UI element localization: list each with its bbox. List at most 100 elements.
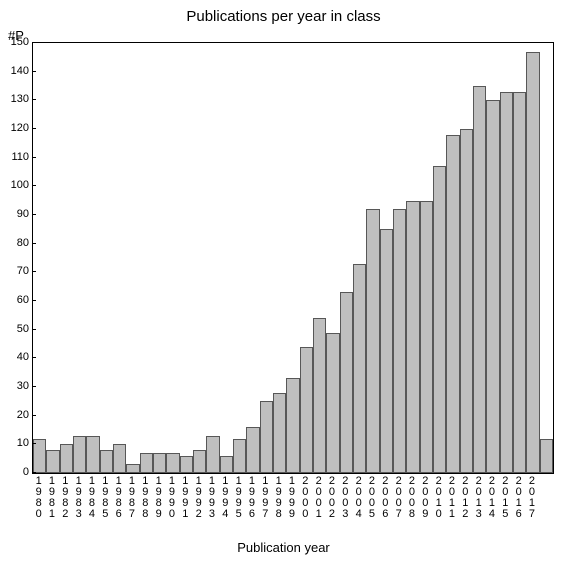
bar	[500, 92, 513, 473]
xtick-label: 2013	[472, 476, 485, 520]
xtick-label: 1998	[272, 476, 285, 520]
ytick-label: 40	[1, 351, 29, 363]
ytick-mark	[32, 42, 36, 43]
xtick-label: 1982	[59, 476, 72, 520]
xtick-label: 1983	[72, 476, 85, 520]
xtick-label: 1980	[32, 476, 45, 520]
bar	[420, 201, 433, 473]
ytick-mark	[32, 128, 36, 129]
ytick-label: 100	[1, 179, 29, 191]
xtick-label: 2016	[512, 476, 525, 520]
bar	[60, 444, 73, 473]
ytick-mark	[32, 386, 36, 387]
xtick-label: 1997	[259, 476, 272, 520]
bar	[46, 450, 59, 473]
ytick-label: 110	[1, 151, 29, 163]
xtick-label: 2007	[392, 476, 405, 520]
ytick-mark	[32, 214, 36, 215]
bar	[86, 436, 99, 473]
xtick-label: 2004	[352, 476, 365, 520]
xtick-label: 1985	[99, 476, 112, 520]
bar	[446, 135, 459, 473]
ytick-mark	[32, 357, 36, 358]
xtick-label: 2009	[419, 476, 432, 520]
bar	[526, 52, 539, 473]
xtick-label: 2003	[339, 476, 352, 520]
ytick-label: 60	[1, 294, 29, 306]
xtick-label: 1991	[179, 476, 192, 520]
xtick-label: 2015	[499, 476, 512, 520]
xtick-label: 2005	[365, 476, 378, 520]
chart-container: Publications per year in class #P Public…	[0, 0, 567, 567]
ytick-mark	[32, 329, 36, 330]
bar	[100, 450, 113, 473]
bar	[433, 166, 446, 473]
bar	[193, 450, 206, 473]
xtick-label: 2002	[325, 476, 338, 520]
x-axis-label: Publication year	[0, 540, 567, 555]
xtick-label: 1988	[139, 476, 152, 520]
bar	[140, 453, 153, 473]
ytick-label: 70	[1, 265, 29, 277]
ytick-label: 0	[1, 466, 29, 478]
bar	[246, 427, 259, 473]
bar	[326, 333, 339, 473]
bar	[233, 439, 246, 473]
bar	[286, 378, 299, 473]
ytick-label: 20	[1, 409, 29, 421]
ytick-mark	[32, 99, 36, 100]
xtick-label: 2000	[299, 476, 312, 520]
xtick-label: 2017	[525, 476, 538, 520]
ytick-mark	[32, 415, 36, 416]
ytick-label: 90	[1, 208, 29, 220]
ytick-label: 140	[1, 65, 29, 77]
bar	[406, 201, 419, 473]
bar	[126, 464, 139, 473]
bar	[166, 453, 179, 473]
bar	[313, 318, 326, 473]
bar	[180, 456, 193, 473]
bar	[513, 92, 526, 473]
bar	[260, 401, 273, 473]
bar	[340, 292, 353, 473]
xtick-label: 2011	[445, 476, 458, 520]
xtick-label: 1999	[285, 476, 298, 520]
bar	[393, 209, 406, 473]
ytick-label: 130	[1, 93, 29, 105]
ytick-label: 120	[1, 122, 29, 134]
xtick-label: 2006	[379, 476, 392, 520]
ytick-label: 150	[1, 36, 29, 48]
ytick-mark	[32, 443, 36, 444]
ytick-label: 30	[1, 380, 29, 392]
bar	[300, 347, 313, 473]
xtick-label: 1989	[152, 476, 165, 520]
xtick-label: 1992	[192, 476, 205, 520]
bar	[273, 393, 286, 473]
xtick-label: 1981	[45, 476, 58, 520]
xtick-label: 2008	[405, 476, 418, 520]
xtick-label: 1995	[232, 476, 245, 520]
bar	[153, 453, 166, 473]
ytick-label: 50	[1, 323, 29, 335]
bar	[113, 444, 126, 473]
xtick-label: 1996	[245, 476, 258, 520]
ytick-mark	[32, 472, 36, 473]
bar	[73, 436, 86, 473]
bar	[460, 129, 473, 473]
xtick-label: 1993	[205, 476, 218, 520]
bar	[353, 264, 366, 473]
xtick-label: 2001	[312, 476, 325, 520]
bar	[540, 439, 553, 473]
ytick-mark	[32, 271, 36, 272]
ytick-mark	[32, 185, 36, 186]
ytick-mark	[32, 71, 36, 72]
xtick-label: 2014	[485, 476, 498, 520]
chart-title: Publications per year in class	[0, 8, 567, 25]
xtick-label: 1984	[85, 476, 98, 520]
xtick-label: 1994	[219, 476, 232, 520]
bar	[220, 456, 233, 473]
plot-area	[32, 42, 554, 474]
bar	[206, 436, 219, 473]
bar	[366, 209, 379, 473]
ytick-mark	[32, 300, 36, 301]
